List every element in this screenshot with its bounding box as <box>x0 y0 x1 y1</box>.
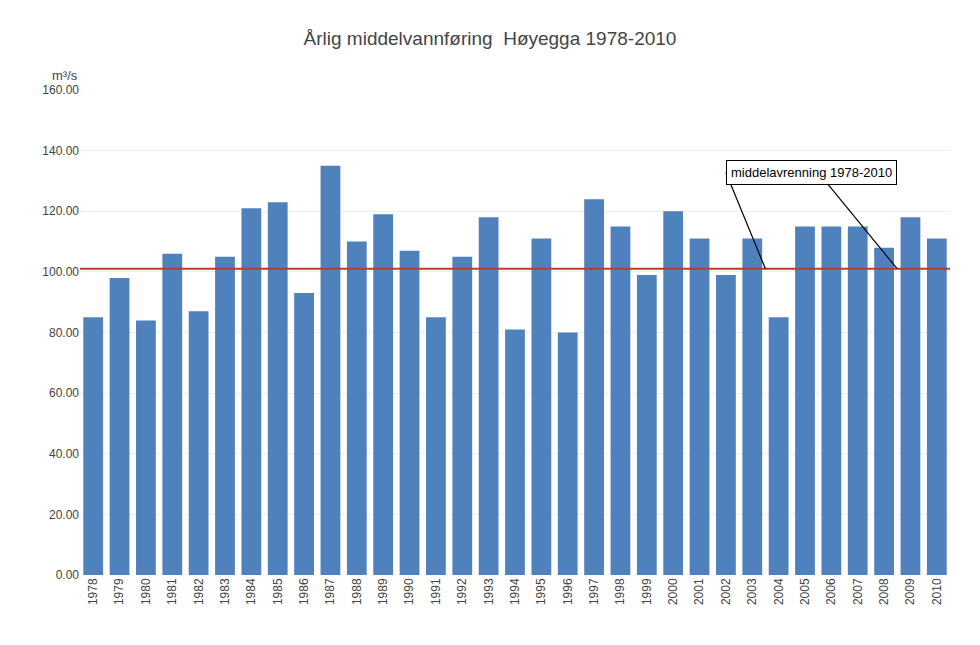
svg-text:1990: 1990 <box>402 578 416 605</box>
svg-text:1981: 1981 <box>165 578 179 605</box>
svg-text:1998: 1998 <box>613 578 627 605</box>
svg-text:2006: 2006 <box>824 578 838 605</box>
svg-text:120.00: 120.00 <box>42 204 79 218</box>
svg-text:40.00: 40.00 <box>49 447 79 461</box>
svg-text:Årlig middelvannføring Høyegg: Årlig middelvannføring Høyegga 1978-2010 <box>304 28 677 49</box>
svg-text:1995: 1995 <box>534 578 548 605</box>
svg-text:1979: 1979 <box>112 578 126 605</box>
svg-text:1992: 1992 <box>455 578 469 605</box>
svg-text:1991: 1991 <box>429 578 443 605</box>
svg-text:20.00: 20.00 <box>49 508 79 522</box>
svg-text:1984: 1984 <box>244 578 258 605</box>
svg-text:2008: 2008 <box>877 578 891 605</box>
svg-text:0.00: 0.00 <box>56 568 80 582</box>
svg-text:2002: 2002 <box>719 578 733 605</box>
svg-text:1999: 1999 <box>640 578 654 605</box>
svg-text:1986: 1986 <box>297 578 311 605</box>
svg-text:60.00: 60.00 <box>49 386 79 400</box>
svg-text:2004: 2004 <box>772 578 786 605</box>
svg-text:2009: 2009 <box>903 578 917 605</box>
svg-text:160.00: 160.00 <box>42 83 79 97</box>
svg-text:80.00: 80.00 <box>49 326 79 340</box>
svg-text:1997: 1997 <box>587 578 601 605</box>
svg-text:1978: 1978 <box>86 578 100 605</box>
svg-text:2000: 2000 <box>666 578 680 605</box>
svg-text:100.00: 100.00 <box>42 265 79 279</box>
svg-text:2007: 2007 <box>851 578 865 605</box>
svg-text:m³/s: m³/s <box>52 68 78 83</box>
svg-text:1994: 1994 <box>508 578 522 605</box>
svg-text:2005: 2005 <box>798 578 812 605</box>
svg-text:1983: 1983 <box>218 578 232 605</box>
svg-text:2010: 2010 <box>930 578 944 605</box>
svg-text:1989: 1989 <box>376 578 390 605</box>
svg-text:middelavrenning 1978-2010: middelavrenning 1978-2010 <box>731 165 892 180</box>
svg-text:2001: 2001 <box>692 578 706 605</box>
svg-text:140.00: 140.00 <box>42 144 79 158</box>
svg-text:1987: 1987 <box>323 578 337 605</box>
svg-text:1993: 1993 <box>482 578 496 605</box>
svg-text:2003: 2003 <box>745 578 759 605</box>
svg-text:1996: 1996 <box>561 578 575 605</box>
svg-text:1980: 1980 <box>139 578 153 605</box>
svg-text:1985: 1985 <box>271 578 285 605</box>
svg-text:1982: 1982 <box>192 578 206 605</box>
svg-text:1988: 1988 <box>350 578 364 605</box>
